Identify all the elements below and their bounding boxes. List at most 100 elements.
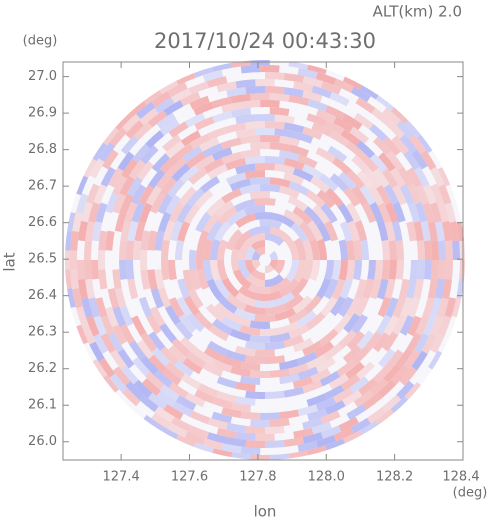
radar-cell <box>320 425 342 439</box>
radar-cell <box>250 269 265 280</box>
radar-cell <box>414 333 430 354</box>
radar-cell <box>235 128 256 139</box>
radar-cell <box>245 425 265 434</box>
radar-cell <box>413 278 424 299</box>
radar-cell <box>346 404 367 420</box>
radar-cell <box>127 220 139 242</box>
radar-cell <box>339 221 353 242</box>
radar-cell <box>147 392 168 410</box>
radar-cell <box>316 221 331 242</box>
radar-field <box>64 60 466 460</box>
radar-cell <box>240 149 261 159</box>
radar-cell <box>283 158 305 171</box>
radar-cell <box>162 134 182 152</box>
radar-cell <box>269 250 278 260</box>
radar-cell <box>302 163 323 180</box>
radar-cell <box>226 422 247 433</box>
radar-cell <box>239 184 261 195</box>
radar-cell <box>147 230 158 251</box>
radar-cell <box>283 172 304 186</box>
radar-cell <box>452 240 460 260</box>
radar-cell <box>89 341 105 362</box>
radar-cell <box>229 178 251 192</box>
radar-cell <box>342 76 363 90</box>
radar-cell <box>211 96 232 109</box>
radar-cell <box>154 269 165 290</box>
radar-cell <box>156 390 177 408</box>
radar-cell <box>233 230 252 251</box>
radar-cell <box>305 189 326 208</box>
radar-cell <box>160 155 179 174</box>
radar-cell <box>254 349 276 358</box>
radar-cell <box>206 197 226 217</box>
radar-cell <box>359 153 379 173</box>
radar-cell <box>86 315 100 337</box>
y-tick-label: 26.1 <box>28 398 57 413</box>
radar-cell <box>88 297 101 318</box>
radar-cell <box>105 306 119 328</box>
radar-cell <box>250 419 270 427</box>
radar-cell <box>328 373 350 390</box>
radar-cell <box>329 91 350 107</box>
radar-cell <box>180 130 202 147</box>
radar-cell <box>170 220 183 242</box>
radar-cell <box>383 137 401 156</box>
radar-cell <box>120 365 139 385</box>
radar-cell <box>374 260 383 280</box>
radar-cell <box>444 297 457 318</box>
radar-cell <box>202 238 214 260</box>
radar-cell <box>356 330 375 350</box>
radar-cell <box>159 425 179 440</box>
y-tick-label: 26.4 <box>28 288 57 303</box>
radar-cell <box>254 197 276 206</box>
radar-cell <box>225 437 247 447</box>
radar-cell <box>180 91 201 107</box>
radar-cell <box>86 183 100 205</box>
radar-cell <box>249 320 271 330</box>
radar-cell <box>265 264 275 273</box>
radar-cell <box>399 366 418 386</box>
radar-cell <box>283 87 304 98</box>
radar-cell <box>416 260 426 280</box>
radar-cell <box>107 288 120 309</box>
radar-cell <box>245 440 265 449</box>
radar-cell <box>430 315 444 337</box>
radar-cell <box>133 122 153 141</box>
radar-cell <box>112 306 126 327</box>
radar-cell <box>196 269 210 290</box>
radar-cell <box>240 100 261 109</box>
radar-cell <box>265 71 285 80</box>
radar-cell <box>345 202 362 223</box>
x-tick-label: 128.0 <box>308 470 345 485</box>
radar-cell <box>283 122 305 134</box>
radar-cell <box>234 198 256 213</box>
radar-cell <box>265 355 286 364</box>
radar-cell <box>269 368 290 378</box>
radar-cell <box>78 278 88 300</box>
radar-cell <box>174 143 194 161</box>
radar-cell <box>302 432 324 444</box>
radar-cell <box>221 443 242 454</box>
radar-cell <box>381 260 391 281</box>
radar-cell <box>442 278 452 300</box>
radar-cell <box>396 380 415 400</box>
radar-cell <box>124 201 138 223</box>
radar-cell <box>214 302 234 320</box>
radar-cell <box>114 287 127 309</box>
radar-cell <box>415 184 430 205</box>
radar-cell <box>254 300 276 309</box>
radar-cell <box>345 361 365 380</box>
radar-cell <box>70 230 80 251</box>
radar-cell <box>345 297 362 318</box>
radar-cell <box>354 278 367 300</box>
radar-cell <box>206 76 228 88</box>
radar-cell <box>249 190 271 200</box>
radar-cell <box>250 370 270 378</box>
radar-cell <box>212 62 233 72</box>
radar-cell <box>91 260 100 280</box>
radar-cell <box>297 441 318 452</box>
radar-cell <box>314 341 335 358</box>
radar-cell <box>315 435 337 448</box>
radar-cell <box>361 202 377 223</box>
y-tick-label: 27.0 <box>28 69 57 84</box>
